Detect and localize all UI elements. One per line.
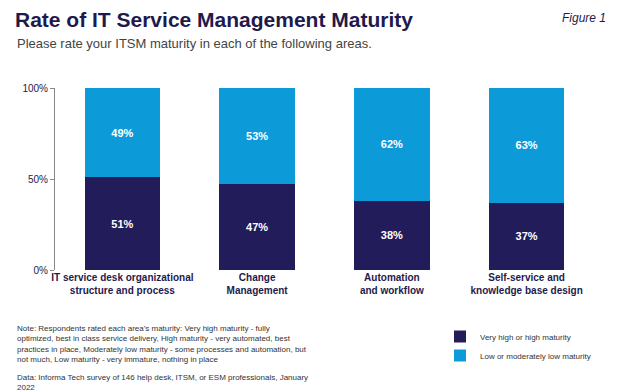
svg-text:IT service desk organizational: IT service desk organizationalstructure …	[51, 272, 193, 296]
svg-text:Low or moderately low maturity: Low or moderately low maturity	[480, 352, 591, 361]
svg-text:Rate of IT Service Management: Rate of IT Service Management Maturity	[15, 8, 413, 31]
svg-text:Note: Respondents rated each a: Note: Respondents rated each area's matu…	[17, 324, 307, 364]
svg-text:Automationand workflow: Automationand workflow	[360, 272, 424, 296]
svg-text:Figure 1: Figure 1	[562, 11, 606, 25]
svg-text:38%: 38%	[381, 229, 403, 241]
svg-text:51%: 51%	[111, 218, 133, 230]
svg-text:37%: 37%	[516, 230, 538, 242]
svg-text:0%: 0%	[34, 265, 49, 276]
svg-text:53%: 53%	[246, 130, 268, 142]
svg-text:49%: 49%	[111, 127, 133, 139]
svg-text:62%: 62%	[381, 138, 403, 150]
svg-text:Very high or high maturity: Very high or high maturity	[480, 333, 571, 342]
svg-text:47%: 47%	[246, 221, 268, 233]
svg-text:63%: 63%	[516, 139, 538, 151]
svg-text:Please rate your ITSM maturity: Please rate your ITSM maturity in each o…	[17, 36, 372, 51]
svg-text:Data: Informa Tech survey of 1: Data: Informa Tech survey of 146 help de…	[17, 373, 308, 390]
svg-text:100%: 100%	[22, 83, 48, 94]
svg-text:50%: 50%	[28, 174, 48, 185]
svg-text:Self-service andknowledge base: Self-service andknowledge base design	[470, 272, 582, 296]
svg-text:ChangeManagement: ChangeManagement	[227, 272, 289, 296]
